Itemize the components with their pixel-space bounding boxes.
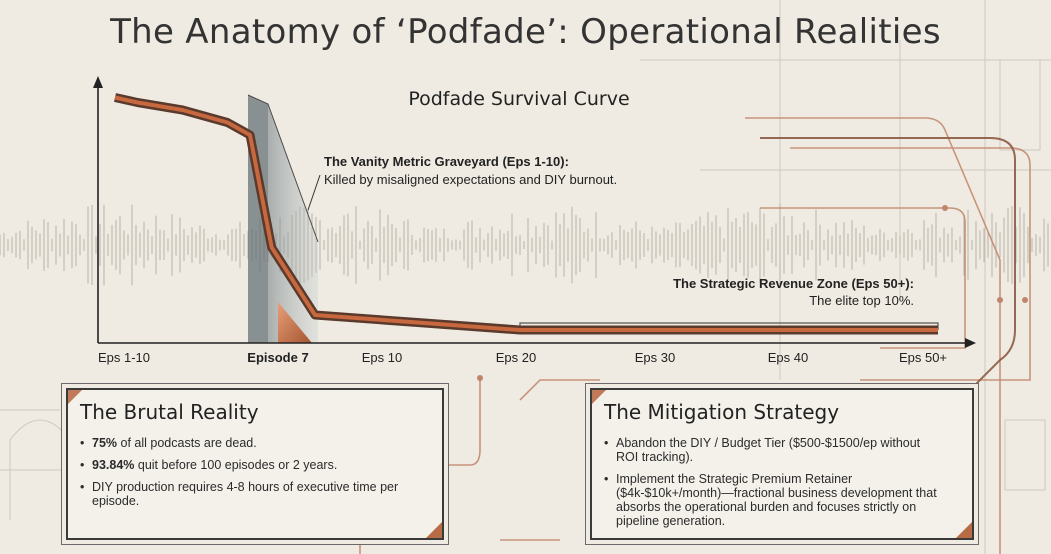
revenue-zone-annotation-title: The Strategic Revenue Zone (Eps 50+): (673, 276, 914, 291)
graveyard-annotation-title: The Vanity Metric Graveyard (Eps 1-10): (324, 154, 569, 169)
x-tick-label: Eps 50+ (899, 350, 947, 365)
x-tick-label: Eps 30 (635, 350, 675, 365)
x-tick-label: Eps 40 (768, 350, 808, 365)
list-item: 93.84% quit before 100 episodes or 2 yea… (80, 458, 420, 472)
brutal-reality-title: The Brutal Reality (80, 400, 259, 424)
x-tick-label: Episode 7 (247, 350, 308, 365)
graveyard-annotation-text: Killed by misaligned expectations and DI… (324, 172, 617, 187)
page-title: The Anatomy of ‘Podfade’: Operational Re… (110, 12, 941, 52)
mitigation-strategy-panel: The Mitigation Strategy Abandon the DIY … (590, 388, 974, 540)
brutal-reality-panel: The Brutal Reality 75% of all podcasts a… (66, 388, 444, 540)
axes (93, 76, 976, 348)
x-tick-label: Eps 20 (496, 350, 536, 365)
survival-chart: Eps 1-10 Episode 7 Eps 10 Eps 20 Eps 30 Eps 4… (93, 76, 976, 365)
list-item: Implement the Strategic Premium Retainer… (604, 472, 944, 528)
brutal-reality-list: 75% of all podcasts are dead. 93.84% qui… (80, 436, 420, 516)
x-tick-label: Eps 1-10 (98, 350, 150, 365)
list-item: 75% of all podcasts are dead. (80, 436, 420, 450)
x-tick-label: Eps 10 (362, 350, 402, 365)
survival-curve (114, 95, 938, 332)
revenue-zone-annotation-text: The elite top 10%. (809, 293, 914, 308)
corner-accent (68, 390, 82, 404)
corner-accent (592, 390, 606, 404)
chart-annotations: Podfade Survival Curve The Vanity Metric… (307, 88, 914, 308)
corner-accent (426, 522, 442, 538)
list-item: Abandon the DIY / Budget Tier ($500-$150… (604, 436, 944, 464)
corner-accent (956, 522, 972, 538)
mitigation-strategy-list: Abandon the DIY / Budget Tier ($500-$150… (604, 436, 944, 536)
list-item: DIY production requires 4-8 hours of exe… (80, 480, 420, 508)
mitigation-strategy-title: The Mitigation Strategy (604, 400, 840, 424)
chart-title: Podfade Survival Curve (408, 88, 629, 110)
